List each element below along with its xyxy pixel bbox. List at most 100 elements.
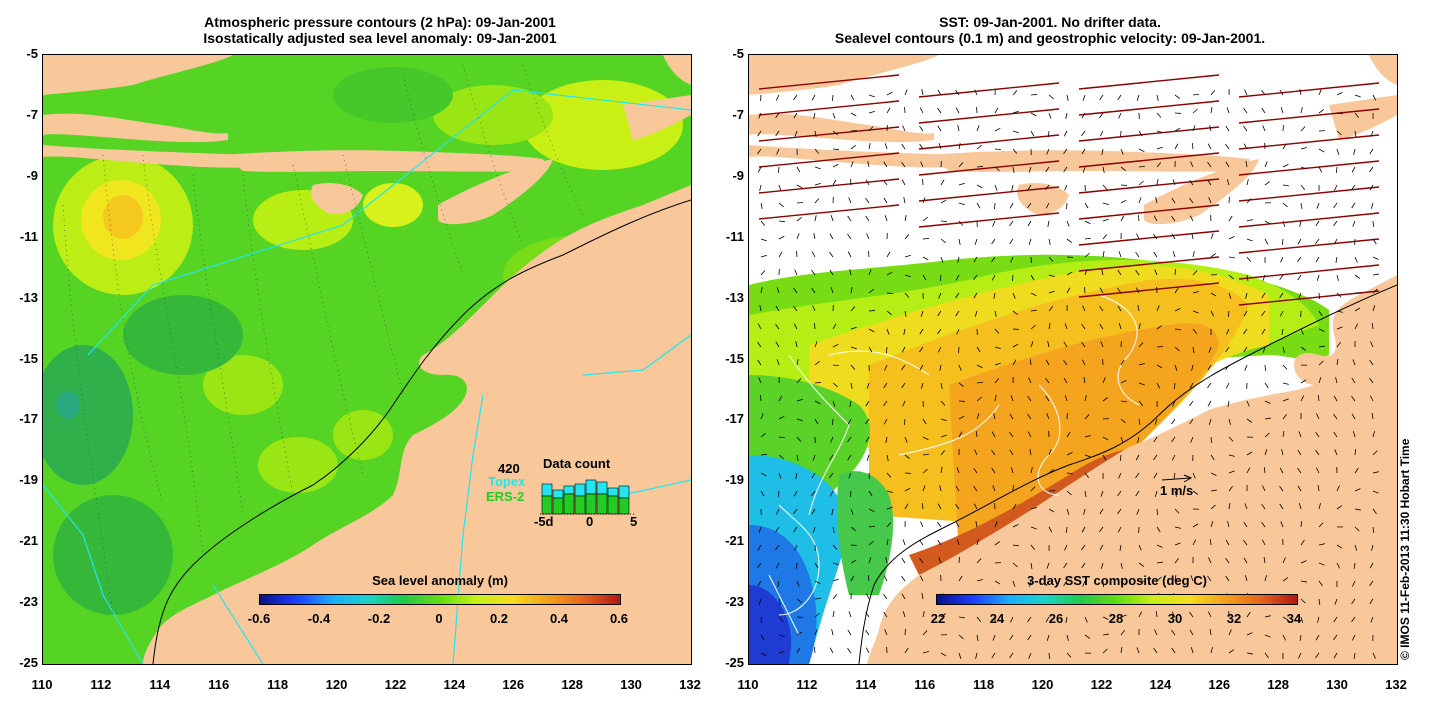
velocity-arrow <box>1027 184 1032 191</box>
velocity-arrow <box>847 215 852 222</box>
velocity-arrow <box>1174 127 1181 132</box>
velocity-arrow <box>1120 436 1124 443</box>
wind-arrow <box>1238 238 1380 254</box>
velocity-arrow <box>1353 562 1356 569</box>
velocity-arrow <box>1009 413 1014 420</box>
velocity-arrow <box>1243 539 1248 546</box>
velocity-arrow <box>1030 562 1033 569</box>
velocity-arrow <box>1316 202 1320 209</box>
velocity-arrow <box>901 161 906 168</box>
velocity-arrow <box>758 598 762 605</box>
velocity-arrow <box>1084 490 1087 497</box>
ers2-bar <box>585 493 597 515</box>
velocity-arrow <box>1372 288 1378 294</box>
ers2-bar <box>618 497 630 515</box>
velocity-arrow <box>1228 485 1233 492</box>
velocity-arrow <box>850 130 858 132</box>
velocity-arrow <box>866 382 870 389</box>
velocity-arrow <box>922 178 924 186</box>
velocity-arrow <box>1226 328 1230 335</box>
velocity-arrow <box>1065 526 1068 534</box>
velocity-arrow <box>1156 179 1159 186</box>
x-tick-label: 118 <box>973 677 995 692</box>
velocity-arrow <box>1012 580 1016 587</box>
velocity-arrow <box>1174 308 1181 312</box>
velocity-arrow <box>1136 647 1140 654</box>
velocity-arrow <box>1207 161 1212 168</box>
velocity-arrow <box>811 287 816 294</box>
velocity-arrow <box>865 436 870 443</box>
velocity-arrow <box>1225 557 1230 564</box>
velocity-arrow <box>1192 539 1197 546</box>
velocity-arrow <box>1136 233 1140 240</box>
velocity-arrow <box>868 110 875 114</box>
velocity-arrow <box>757 130 762 137</box>
velocity-arrow <box>1066 490 1072 496</box>
velocity-arrow <box>1081 148 1086 155</box>
velocity-arrow <box>1027 220 1032 227</box>
velocity-arrow <box>1156 305 1160 312</box>
velocity-arrow <box>1336 112 1343 115</box>
velocity-arrow <box>760 652 767 657</box>
velocity-arrow <box>901 364 906 371</box>
velocity-arrow <box>814 322 816 330</box>
velocity-scale-arrow <box>1161 474 1193 483</box>
velocity-arrow <box>814 215 817 222</box>
velocity-arrow <box>1317 616 1320 623</box>
velocity-arrow <box>1371 322 1374 330</box>
velocity-arrow <box>1336 148 1340 155</box>
velocity-arrow <box>1225 364 1230 371</box>
velocity-arrow <box>1354 467 1359 474</box>
velocity-arrow <box>847 233 852 240</box>
velocity-arrow <box>760 472 767 477</box>
velocity-arrow <box>1246 274 1249 281</box>
velocity-arrow <box>1372 305 1376 312</box>
velocity-arrow <box>849 269 852 276</box>
velocity-arrow <box>1334 184 1338 191</box>
velocity-arrow <box>1225 382 1230 389</box>
velocity-arrow <box>1172 179 1176 186</box>
velocity-arrow <box>992 634 996 641</box>
topex-bar <box>618 485 630 499</box>
velocity-arrow <box>1135 490 1140 497</box>
velocity-arrow <box>922 485 926 492</box>
velocity-arrow <box>1282 634 1287 641</box>
velocity-arrow <box>814 580 821 585</box>
velocity-arrow <box>1066 287 1071 294</box>
velocity-arrow <box>976 558 982 564</box>
velocity-scale-label: 1 m/s <box>1160 483 1194 498</box>
velocity-arrow <box>760 220 766 226</box>
velocity-arrow <box>760 454 768 456</box>
velocity-arrow <box>1099 526 1104 533</box>
velocity-arrow <box>1045 166 1050 173</box>
velocity-arrow <box>994 148 1002 151</box>
x-tick-label: 126 <box>1208 677 1231 692</box>
velocity-arrow <box>814 148 820 154</box>
velocity-arrow <box>940 199 947 204</box>
velocity-arrow <box>775 562 780 569</box>
velocity-arrow <box>1172 251 1176 258</box>
x-tick-label: 116 <box>914 677 936 692</box>
velocity-arrow <box>991 238 996 245</box>
velocity-arrow <box>1351 184 1356 191</box>
velocity-arrow <box>1084 616 1088 623</box>
velocity-arrow <box>1009 431 1014 438</box>
velocity-arrow <box>1372 431 1375 438</box>
velocity-arrow <box>1208 346 1212 353</box>
velocity-arrow <box>1315 256 1320 263</box>
velocity-arrow <box>832 594 838 600</box>
velocity-arrow <box>796 598 802 603</box>
velocity-arrow <box>1246 652 1253 655</box>
velocity-arrow <box>1120 647 1123 654</box>
velocity-arrow <box>1084 269 1088 276</box>
velocity-arrow <box>1045 359 1050 366</box>
velocity-arrow <box>886 539 889 546</box>
velocity-arrow <box>814 130 817 137</box>
velocity-arrow <box>778 202 784 208</box>
velocity-arrow <box>1154 490 1158 497</box>
velocity-arrow <box>1207 575 1212 582</box>
velocity-arrow <box>1189 179 1194 186</box>
velocity-arrow <box>883 593 888 600</box>
velocity-arrow <box>937 539 942 546</box>
velocity-arrow <box>1120 359 1125 366</box>
